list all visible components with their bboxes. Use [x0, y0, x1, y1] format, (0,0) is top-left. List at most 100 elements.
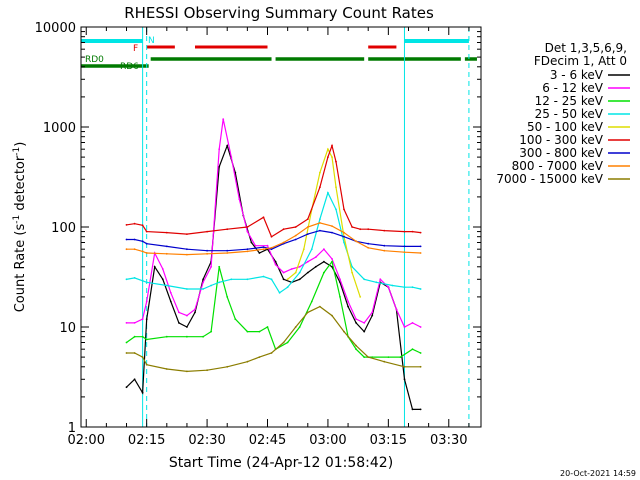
series-1-point-14 — [230, 156, 233, 159]
series-0-point-35 — [403, 378, 406, 381]
series-1-point-16 — [246, 230, 249, 233]
series-7-point-6 — [206, 252, 209, 255]
series-0-point-9 — [194, 311, 196, 314]
series-2 — [125, 260, 422, 358]
series-7-point-3 — [145, 252, 148, 254]
series-6-point-4 — [165, 245, 168, 248]
annotation-rd0: RD0 — [85, 55, 104, 65]
series-2-point-16 — [298, 326, 301, 328]
series-3-point-7 — [210, 284, 213, 287]
series-1-point-0 — [125, 322, 128, 324]
annotation-rd6: RD6 — [120, 62, 139, 72]
legend-label-5: 100 - 300 keV — [519, 133, 603, 147]
series-6-point-1 — [133, 238, 136, 241]
series-3-point-10 — [246, 278, 249, 281]
series-6 — [125, 229, 422, 252]
series-3 — [125, 191, 422, 294]
series-2-point-3 — [145, 338, 148, 341]
series-1-point-2 — [141, 318, 144, 320]
series-3-point-4 — [165, 284, 168, 287]
series-0-point-24 — [314, 265, 317, 268]
y-axis-label-mid: detector — [13, 155, 28, 215]
series-1-point-19 — [274, 263, 277, 266]
series-8-point-15 — [331, 314, 333, 317]
series-0-point-12 — [218, 165, 221, 168]
series-1-point-22 — [298, 265, 301, 268]
series-1-point-1 — [133, 322, 136, 324]
series-2-point-22 — [355, 348, 357, 351]
series-5-point-25 — [419, 231, 422, 234]
series-7-point-21 — [419, 252, 422, 254]
x-axis-label: Start Time (24-Apr-12 01:58:42) — [169, 455, 393, 471]
series-6-point-20 — [403, 245, 406, 248]
series-8-point-6 — [206, 369, 209, 372]
series-0-point-2 — [141, 391, 144, 394]
series-line-7 — [126, 222, 421, 256]
series-3-point-19 — [335, 208, 337, 211]
series-8-point-17 — [355, 344, 357, 347]
series-line-3 — [126, 191, 421, 294]
series-8-point-8 — [246, 360, 249, 363]
series-2-point-8 — [218, 265, 221, 268]
series-7-point-8 — [246, 250, 249, 253]
series-5-point-0 — [125, 224, 128, 226]
series-5-point-21 — [367, 228, 370, 231]
series-8-point-19 — [383, 360, 386, 363]
series-5-point-17 — [335, 160, 337, 163]
series-layer — [125, 118, 422, 411]
series-2-point-19 — [331, 260, 333, 263]
series-1-point-13 — [222, 118, 225, 120]
legend-label-6: 300 - 800 keV — [519, 146, 603, 160]
series-1-point-25 — [323, 248, 325, 251]
series-3-point-26 — [411, 286, 414, 289]
series-3-point-24 — [391, 284, 394, 287]
series-7-point-17 — [355, 240, 357, 243]
series-7-point-0 — [125, 248, 128, 251]
series-5-point-15 — [327, 156, 329, 159]
series-3-point-23 — [375, 281, 378, 284]
x-tick-label-6: 03:30 — [430, 433, 467, 448]
series-6-point-19 — [383, 244, 386, 247]
series-5-point-4 — [165, 231, 168, 234]
series-7 — [125, 222, 422, 256]
series-0-point-30 — [363, 330, 366, 333]
series-7-point-10 — [270, 246, 273, 249]
series-3-point-21 — [351, 265, 353, 268]
annotation-f: F — [133, 44, 138, 54]
series-line-1 — [126, 118, 421, 328]
series-4 — [286, 147, 362, 298]
series-3-point-13 — [278, 291, 281, 294]
series-7-point-19 — [383, 249, 386, 252]
series-7-point-18 — [367, 246, 370, 249]
x-tick-label-0: 02:00 — [68, 433, 105, 448]
series-1-point-17 — [254, 244, 257, 247]
x-tick-label-5: 03:15 — [370, 433, 407, 448]
series-0-point-31 — [371, 314, 374, 317]
legend-label-3: 25 - 50 keV — [535, 107, 604, 121]
x-tick-label-1: 02:15 — [128, 433, 165, 448]
series-1-point-11 — [210, 265, 213, 268]
series-3-point-9 — [230, 278, 233, 281]
series-line-8 — [126, 305, 421, 373]
legend-label-8: 7000 - 15000 keV — [496, 172, 603, 186]
series-4-point-0 — [286, 278, 289, 281]
series-0-point-4 — [153, 265, 156, 268]
series-5-point-20 — [359, 228, 362, 231]
series-1-point-15 — [238, 198, 241, 201]
series-8-point-9 — [258, 356, 261, 358]
series-8-point-10 — [270, 352, 273, 354]
series-7-point-13 — [306, 226, 309, 228]
series-0-point-8 — [186, 326, 188, 328]
series-5-point-16 — [331, 144, 333, 147]
legend-header-line-1: Det 1,3,5,6,9, — [545, 41, 627, 55]
y-axis-label-main: Count Rate (s — [13, 224, 28, 313]
series-0-point-10 — [202, 278, 205, 281]
series-1-point-24 — [314, 256, 317, 258]
y-axis-label-end: ) — [13, 142, 28, 147]
series-3-point-27 — [419, 288, 422, 290]
series-5-point-3 — [145, 230, 148, 233]
series-2-point-1 — [133, 335, 136, 338]
series-6-point-15 — [331, 231, 333, 234]
series-4-point-5 — [327, 148, 329, 151]
series-8-point-4 — [165, 368, 168, 370]
